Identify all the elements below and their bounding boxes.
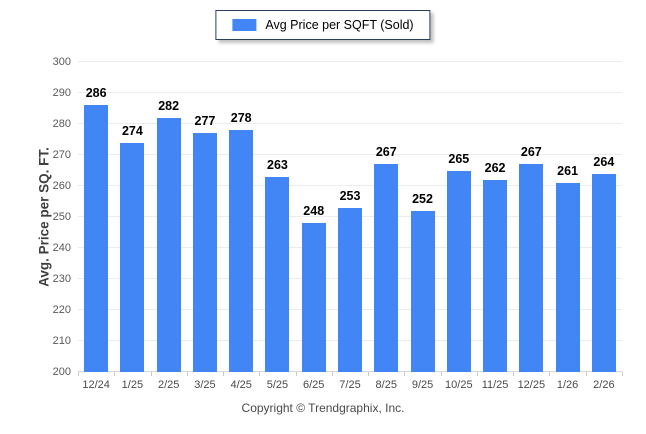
x-tick-label-6/25: 6/25: [303, 379, 325, 391]
bar-value-label-8/25: 267: [375, 145, 397, 160]
x-tick-label-5/25: 5/25: [266, 379, 289, 391]
x-tick-mark: [513, 372, 515, 376]
x-tick-label-12/24: 12/24: [82, 379, 110, 391]
x-tick-label-2/26: 2/26: [593, 379, 615, 391]
x-tick-label-4/25: 4/25: [230, 379, 252, 391]
y-tick-label-230: 230: [52, 273, 71, 285]
x-tick-mark: [440, 372, 442, 376]
y-axis-title: Avg. Price per SQ. FT.: [36, 147, 52, 287]
x-tick-label-7/25: 7/25: [339, 379, 361, 391]
bar-value-label-6/25: 248: [303, 204, 325, 219]
bar-1/26: [555, 182, 580, 372]
x-tick-label-9/25: 9/25: [411, 379, 434, 391]
bar-10/25: [446, 170, 471, 372]
bar-2/26: [591, 173, 616, 372]
y-tick-label-300: 300: [52, 56, 71, 68]
legend-series-swatch: [232, 19, 257, 31]
bar-value-label-2/26: 264: [593, 154, 615, 169]
bar-value-label-2/25: 282: [158, 98, 180, 113]
x-tick-mark: [114, 372, 116, 376]
x-tick-mark: [78, 372, 79, 376]
x-tick-mark: [585, 372, 587, 376]
x-tick-label-1/25: 1/25: [121, 379, 144, 391]
x-tick-mark: [223, 372, 225, 376]
bar-value-label-4/25: 278: [230, 111, 252, 126]
copyright-text: Copyright © Trendgraphix, Inc.: [241, 401, 405, 415]
y-tick-label-290: 290: [52, 87, 71, 99]
y-tick-label-220: 220: [52, 304, 71, 316]
bar-7/25: [338, 207, 362, 372]
y-tick-label-280: 280: [52, 118, 71, 130]
x-tick-mark: [476, 372, 478, 376]
bar-2/25: [156, 117, 181, 372]
y-tick-label-200: 200: [52, 366, 71, 378]
bar-6/25: [301, 223, 326, 372]
x-tick-mark: [622, 372, 623, 376]
x-tick-mark: [259, 372, 261, 376]
bar-1/25: [120, 142, 145, 372]
bar-11/25: [483, 179, 508, 372]
bar-value-label-11/25: 262: [484, 160, 506, 175]
y-tick-label-250: 250: [52, 211, 71, 223]
bar-9/25: [410, 210, 435, 372]
bar-4/25: [229, 130, 254, 372]
gridline-290: [78, 92, 622, 93]
bar-value-label-3/25: 277: [194, 114, 216, 129]
bar-12/25: [519, 164, 544, 372]
bar-value-label-12/25: 267: [520, 145, 542, 160]
x-tick-label-3/25: 3/25: [194, 379, 216, 391]
bar-3/25: [192, 133, 217, 372]
x-tick-mark: [186, 372, 188, 376]
bar-5/25: [265, 176, 290, 372]
x-tick-label-12/25: 12/25: [517, 379, 546, 391]
x-tick-mark: [295, 372, 297, 376]
x-tick-mark: [331, 372, 333, 376]
x-tick-mark: [404, 372, 406, 376]
bar-value-label-5/25: 263: [267, 157, 288, 172]
y-tick-label-270: 270: [52, 149, 71, 161]
bar-value-label-12/24: 286: [85, 86, 107, 101]
x-tick-mark: [549, 372, 551, 376]
gridline-300: [78, 61, 622, 62]
x-tick-mark: [368, 372, 370, 376]
gridline-280: [78, 123, 622, 124]
plot-area: 200 210 220 230 240 250 260 270 280 290 300 286 12/2…: [53, 56, 623, 391]
bar-8/25: [374, 164, 399, 372]
x-tick-label-2/25: 2/25: [157, 379, 180, 391]
gridline-270: [78, 154, 622, 155]
legend-series-label: Avg Price per SQFT (Sold): [265, 18, 414, 32]
x-tick-mark: [150, 372, 152, 376]
bar-value-label-7/25: 253: [339, 188, 361, 203]
bar-value-label-1/26: 261: [557, 163, 579, 178]
x-tick-label-8/25: 8/25: [375, 379, 397, 391]
y-tick-label-210: 210: [52, 335, 71, 347]
bar-value-label-9/25: 252: [412, 191, 433, 206]
bar-value-label-10/25: 265: [448, 151, 470, 166]
x-tick-label-11/25: 11/25: [481, 379, 509, 391]
gridline-260: [78, 185, 622, 186]
y-tick-label-240: 240: [52, 242, 71, 254]
bar-12/24: [84, 105, 109, 372]
x-tick-label-1/26: 1/26: [556, 379, 579, 391]
x-tick-label-10/25: 10/25: [445, 379, 473, 391]
y-tick-label-260: 260: [52, 180, 71, 192]
legend: Avg Price per SQFT (Sold): [215, 10, 431, 40]
bar-value-label-1/25: 274: [121, 123, 143, 138]
